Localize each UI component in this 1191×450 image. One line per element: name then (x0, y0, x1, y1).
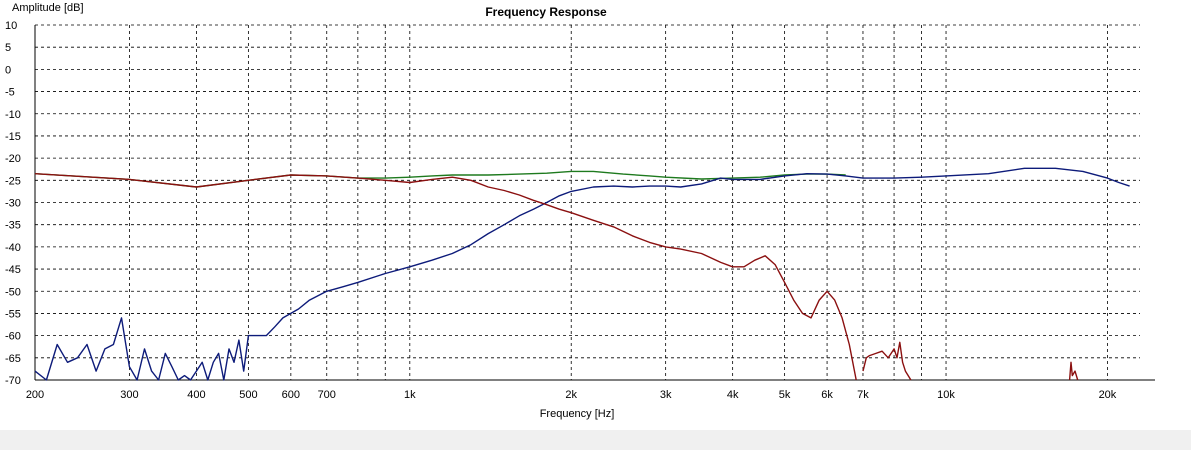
chart-background (0, 0, 1191, 430)
tick-labels: 10 5 0 -5 -10 -15 -20 -25 -30 -35 -40 -45 -50 -55 -60 -… (5, 20, 1117, 401)
y-tick-label: -25 (5, 175, 21, 187)
y-tick-label: -40 (5, 242, 21, 254)
x-tick-label: 6k (821, 389, 833, 401)
x-tick-label: 20k (1099, 389, 1117, 401)
x-axis-label: Frequency [Hz] (540, 408, 615, 420)
y-tick-label: -20 (5, 153, 21, 165)
grid-lines (35, 24, 1140, 380)
y-axis-label: Amplitude [dB] (12, 2, 84, 14)
x-tick-label: 7k (857, 389, 869, 401)
y-tick-label: -10 (5, 109, 21, 121)
x-tick-label: 300 (120, 389, 138, 401)
y-tick-label: -60 (5, 331, 21, 343)
chart-title: Frequency Response (485, 5, 607, 19)
axes (34, 25, 1155, 381)
y-tick-label: 10 (5, 20, 17, 32)
series-line-3 (862, 341, 912, 381)
y-tick-label: -35 (5, 220, 21, 232)
x-tick-label: 10k (937, 389, 955, 401)
y-tick-label: -70 (5, 375, 21, 387)
series-lines (34, 167, 1130, 381)
y-tick-label: -50 (5, 286, 21, 298)
y-tick-label: -55 (5, 308, 21, 320)
y-tick-label: -30 (5, 198, 21, 210)
series-line-1 (34, 167, 1130, 381)
x-tick-label: 200 (26, 389, 44, 401)
window-footer (0, 430, 1191, 450)
x-tick-label: 1k (404, 389, 416, 401)
y-tick-label: 0 (5, 64, 11, 76)
x-tick-label: 400 (187, 389, 205, 401)
y-tick-label: -45 (5, 264, 21, 276)
x-tick-label: 500 (239, 389, 257, 401)
y-tick-label: -65 (5, 353, 21, 365)
y-tick-label: -5 (5, 87, 15, 99)
x-tick-label: 700 (318, 389, 336, 401)
x-tick-label: 4k (727, 389, 739, 401)
y-tick-label: 5 (5, 42, 11, 54)
x-tick-label: 600 (282, 389, 300, 401)
x-tick-label: 3k (660, 389, 672, 401)
x-tick-label: 2k (565, 389, 577, 401)
x-tick-label: 5k (779, 389, 791, 401)
series-line-4 (1068, 361, 1079, 381)
y-tick-label: -15 (5, 131, 21, 143)
series-line-2 (34, 173, 857, 381)
